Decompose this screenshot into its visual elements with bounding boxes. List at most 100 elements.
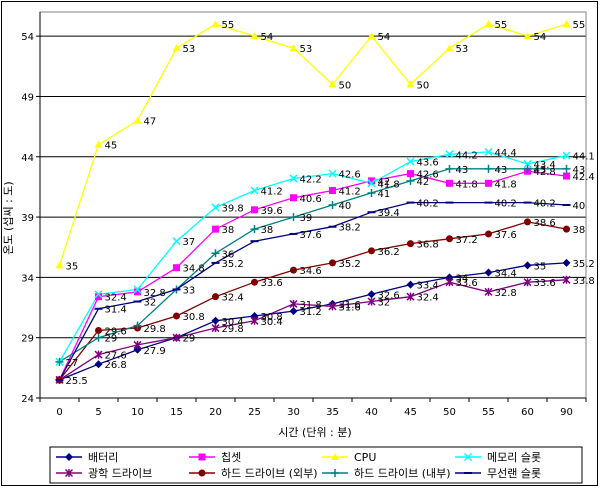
data-label: 43: [534, 165, 547, 176]
x-tick-label: 40: [365, 407, 378, 418]
y-tick-label: 54: [21, 32, 34, 43]
data-point: [251, 206, 258, 214]
data-label: 43.4: [534, 160, 556, 171]
data-label: 35.2: [222, 259, 244, 270]
data-point: [94, 350, 103, 359]
data-point: [134, 288, 141, 296]
data-label: 42.6: [417, 170, 439, 181]
data-label: 54: [261, 32, 274, 43]
data-label: 32: [378, 298, 391, 309]
data-point: [445, 278, 454, 287]
data-point: [562, 258, 571, 267]
x-tick-label: 10: [131, 407, 144, 418]
x-tick-label: 30: [287, 407, 300, 418]
data-label: 38: [261, 225, 274, 236]
data-label: 33.6: [261, 278, 283, 289]
data-label: 55: [222, 20, 235, 31]
data-point: [562, 164, 571, 173]
data-label: 32: [144, 298, 157, 309]
data-point: [211, 249, 220, 258]
data-label: 53: [183, 44, 196, 55]
data-point: [367, 290, 376, 299]
data-point: [367, 179, 376, 188]
legend-box: [49, 446, 583, 484]
data-point: [172, 237, 181, 246]
legend-label: 메모리 슬롯: [487, 451, 541, 464]
data-label: 40.2: [417, 199, 439, 210]
data-label: 40.2: [534, 199, 556, 210]
series-line: [58, 201, 567, 381]
legend-label: 하드 드라이브 (내부): [354, 466, 451, 480]
data-point: [562, 20, 571, 28]
data-label: 37: [183, 237, 196, 248]
data-label: 38.2: [339, 223, 361, 234]
data-point: [485, 179, 492, 187]
data-point: [290, 194, 297, 202]
legend-label: 칩셋: [221, 451, 241, 464]
data-label: 32.8: [495, 288, 517, 299]
data-point: [94, 290, 103, 299]
data-label: 31.2: [300, 307, 322, 318]
data-label: 39: [300, 213, 313, 224]
data-label: 41.8: [456, 179, 478, 190]
data-point: [328, 80, 337, 88]
data-label: 55: [573, 20, 586, 31]
data-label: 41.2: [339, 187, 361, 198]
data-label: 39.8: [222, 203, 244, 214]
data-label: 43: [456, 165, 469, 176]
data-label: 29.6: [105, 326, 127, 337]
data-label: 41.2: [261, 187, 283, 198]
data-markers: [55, 20, 571, 384]
data-label: 53: [456, 44, 469, 55]
data-label: 40.6: [300, 194, 322, 205]
data-label: 37.6: [495, 230, 517, 241]
data-label: 35.2: [573, 259, 595, 270]
x-tick-label: 0: [56, 407, 62, 418]
data-point: [406, 176, 415, 185]
data-label: 39.6: [261, 206, 283, 217]
data-label: 35: [66, 261, 79, 272]
gridlines: [40, 35, 586, 339]
data-point: [289, 213, 298, 222]
data-label: 33.6: [456, 278, 478, 289]
data-label: 34.4: [495, 269, 517, 280]
data-point: [406, 157, 415, 166]
y-tick-label: 44: [21, 153, 34, 164]
data-point: [406, 292, 415, 301]
data-label: 26.8: [105, 360, 127, 371]
data-point: [94, 333, 103, 342]
data-label: 37.2: [456, 235, 478, 246]
data-label: 25.5: [66, 376, 88, 387]
data-label: 32.4: [417, 293, 439, 304]
legend-marker: [331, 469, 339, 477]
data-point: [94, 140, 103, 148]
data-point: [562, 151, 571, 160]
data-label: 44.4: [495, 148, 517, 159]
data-point: [446, 179, 453, 187]
legend-marker: [65, 453, 73, 461]
series-line: [58, 170, 567, 381]
data-point: [523, 261, 532, 270]
data-point: [368, 247, 375, 255]
data-label: 38: [573, 225, 586, 236]
data-point: [407, 240, 414, 248]
legend-marker: [463, 452, 473, 462]
data-point: [133, 321, 142, 330]
data-label: 39.4: [378, 208, 400, 219]
x-tick-label: 60: [521, 407, 534, 418]
data-label: 29: [183, 334, 196, 345]
legend-label: 하드 드라이브 (외부): [221, 466, 318, 480]
x-tick-label: 90: [560, 407, 573, 418]
data-label: 42: [378, 177, 391, 188]
y-tick-label: 29: [21, 334, 34, 345]
data-point: [172, 333, 181, 342]
data-point: [94, 360, 103, 369]
data-point: [289, 44, 298, 52]
data-label: 43: [495, 165, 508, 176]
axes: 24 29 34 39 44 49 54 0 5 10 15 20 25 30 35 40 45 50 55 60 90: [21, 11, 587, 418]
data-point: [445, 164, 454, 173]
data-point: [211, 20, 220, 28]
data-label: 33.6: [534, 278, 556, 289]
